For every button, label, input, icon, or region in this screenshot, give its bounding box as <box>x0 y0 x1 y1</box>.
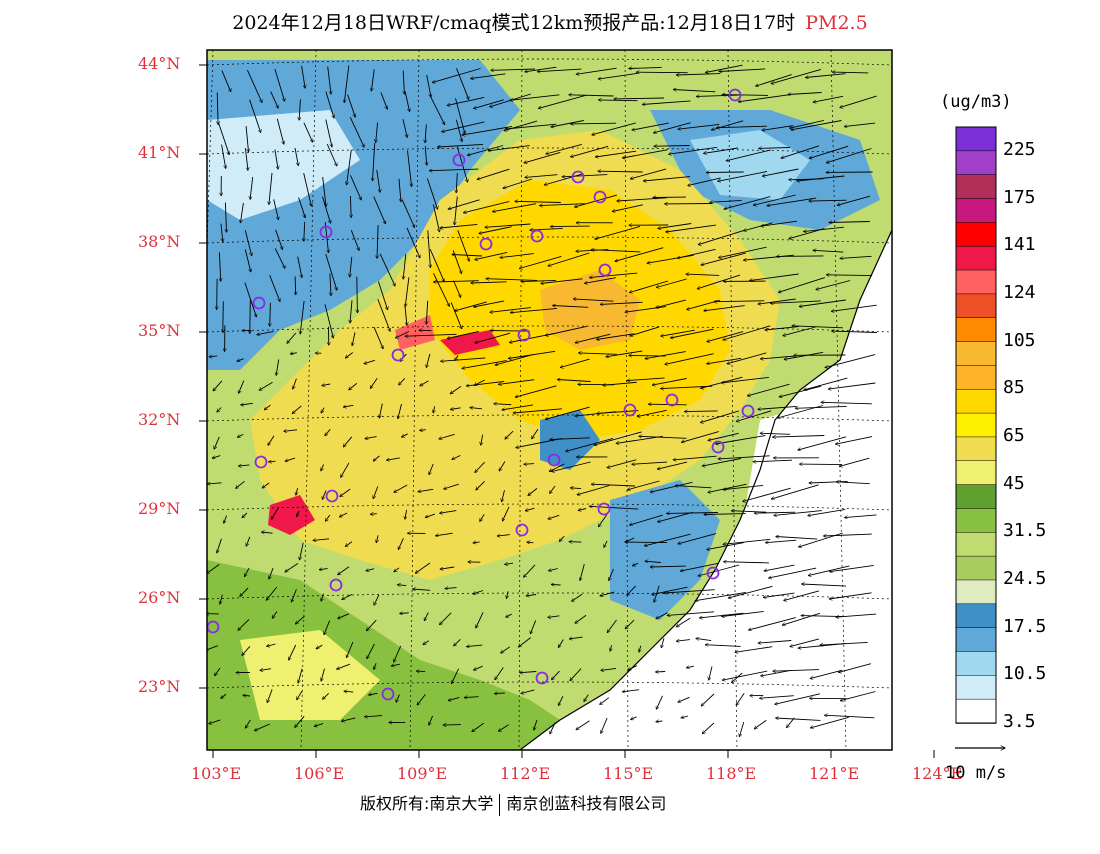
colorbar-label: 31.5 <box>1003 520 1046 541</box>
colorbar-label: 3.5 <box>1003 711 1036 732</box>
colorbar-label: 45 <box>1003 473 1025 494</box>
colorbar-label: 17.5 <box>1003 616 1046 637</box>
colorbar-swatch <box>956 151 996 175</box>
colorbar-swatch <box>956 246 996 270</box>
footer: 版权所有:南京大学南京创蓝科技有限公司 <box>360 790 666 816</box>
lat-tick-label: 23°N <box>138 677 180 696</box>
lat-tick-label: 38°N <box>138 232 180 251</box>
wind-vector <box>370 514 377 515</box>
lat-tick-label: 29°N <box>138 499 180 518</box>
lat-tick-label: 35°N <box>138 321 180 340</box>
colorbar-label: 65 <box>1003 425 1025 446</box>
colorbar-swatch <box>956 485 996 509</box>
wind-vector <box>419 330 432 331</box>
colorbar-swatch <box>956 628 996 652</box>
colorbar-swatch <box>956 437 996 461</box>
footer-copyright: 版权所有:南京大学 <box>360 794 493 813</box>
colorbar-swatch <box>956 342 996 366</box>
wind-vector <box>551 584 560 585</box>
lon-tick-label: 109°E <box>397 764 447 783</box>
colorbar-label: 10.5 <box>1003 663 1046 684</box>
lon-tick-label: 106°E <box>294 764 344 783</box>
colorbar-label: 24.5 <box>1003 568 1046 589</box>
wind-vector <box>223 301 224 332</box>
colorbar-swatch <box>956 675 996 699</box>
colorbar-swatch <box>956 389 996 413</box>
lat-tick-label: 44°N <box>138 54 180 73</box>
colorbar-swatch <box>956 508 996 532</box>
colorbar-label: 225 <box>1003 139 1036 160</box>
wind-vector <box>550 226 589 227</box>
wind-vector <box>250 300 251 334</box>
wind-vector <box>416 671 425 672</box>
colorbar-label: 85 <box>1003 377 1025 398</box>
colorbar-swatch <box>956 532 996 556</box>
map-field-layer <box>192 50 955 750</box>
wind-reference-label: 10 m/s <box>945 763 1006 783</box>
colorbar-label: 105 <box>1003 330 1036 351</box>
colorbar-unit: (ug/m3) <box>940 92 1012 112</box>
wind-vector <box>443 725 461 726</box>
footer-company: 南京创蓝科技有限公司 <box>506 794 666 813</box>
colorbar-swatch <box>956 127 996 151</box>
lat-tick-label: 26°N <box>138 588 180 607</box>
colorbar-swatch <box>956 270 996 294</box>
colorbar-swatch <box>956 365 996 389</box>
wind-vector <box>490 331 529 332</box>
lon-tick-label: 112°E <box>500 764 550 783</box>
wind-vector <box>706 172 744 173</box>
wind-vector <box>799 464 842 465</box>
wind-vector <box>495 693 505 694</box>
colorbar-swatch <box>956 651 996 675</box>
colorbar-swatch <box>956 461 996 485</box>
colorbar-swatch <box>956 580 996 604</box>
wind-vector <box>777 256 824 257</box>
colorbar-swatch <box>956 222 996 246</box>
lon-tick-label: 103°E <box>191 764 241 783</box>
colorbar-label: 175 <box>1003 187 1036 208</box>
wind-vector <box>636 72 687 73</box>
colorbar-swatch <box>956 604 996 628</box>
colorbar-swatch <box>956 175 996 199</box>
lat-tick-label: 41°N <box>138 143 180 162</box>
colorbar-swatch <box>956 199 996 223</box>
colorbar-swatch <box>956 699 996 723</box>
lat-tick-label: 32°N <box>138 410 180 429</box>
colorbar-swatch <box>956 318 996 342</box>
colorbar-swatch <box>956 556 996 580</box>
lon-tick-label: 121°E <box>809 764 859 783</box>
lon-tick-label: 115°E <box>603 764 653 783</box>
colorbar-label: 124 <box>1003 282 1036 303</box>
wind-vector <box>295 276 296 294</box>
colorbar-label: 141 <box>1003 234 1036 255</box>
wind-vector <box>656 672 666 673</box>
colorbar-swatch <box>956 294 996 318</box>
lon-tick-label: 118°E <box>706 764 756 783</box>
colorbar-swatch <box>956 413 996 437</box>
colorbar <box>956 127 996 724</box>
footer-separator <box>499 794 500 816</box>
longitude-gridline <box>934 50 955 750</box>
wind-vector <box>357 277 358 313</box>
